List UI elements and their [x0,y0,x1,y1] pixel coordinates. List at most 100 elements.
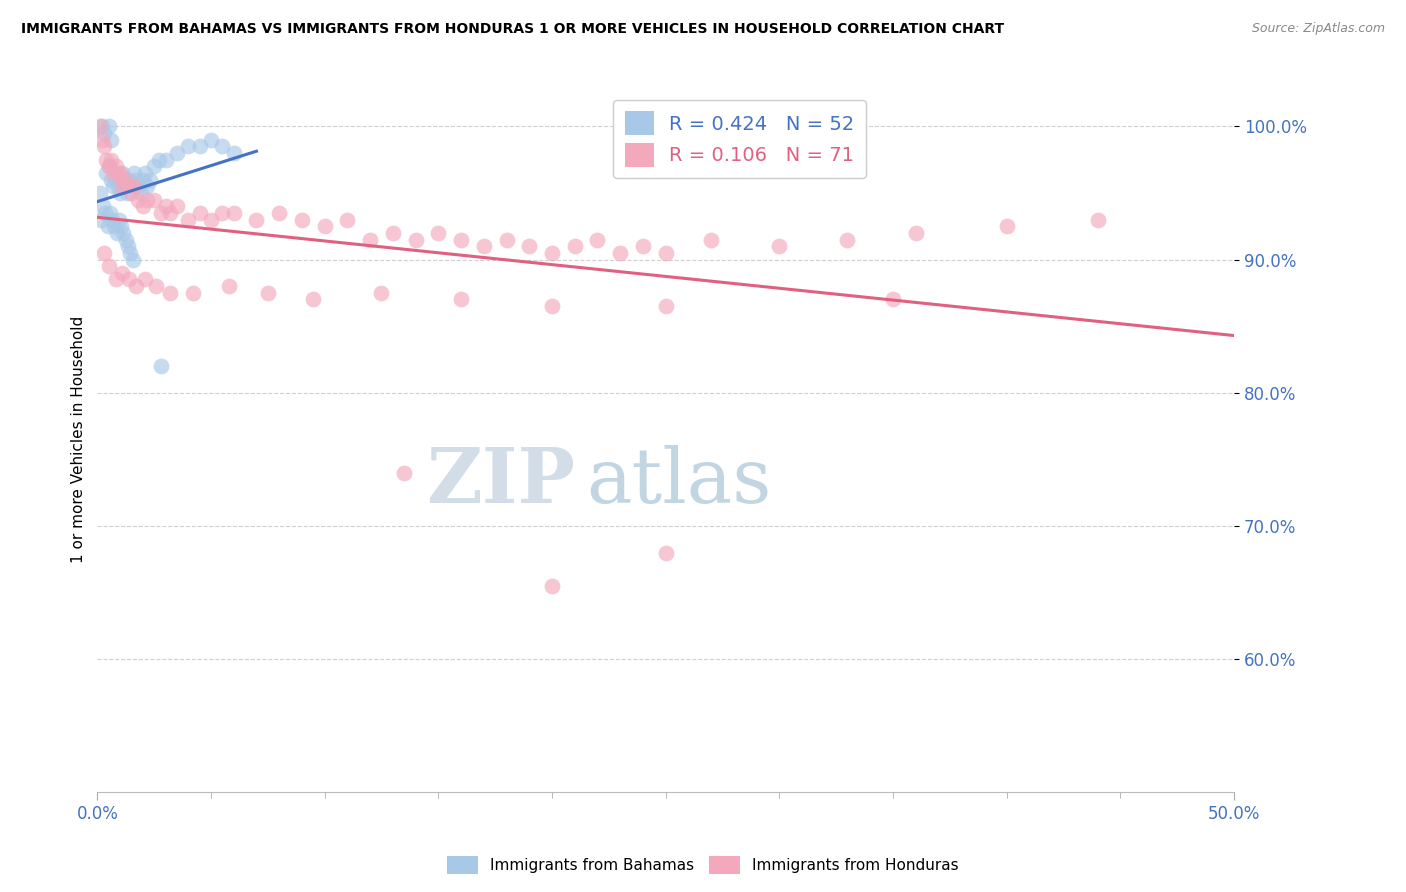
Point [90,212,112,227]
Point [450,233,472,247]
Point [291,212,314,227]
Point [882,293,904,307]
Point [120,186,142,200]
Point [314,219,336,234]
Point [200,212,222,227]
Point [97,159,120,173]
Point [104,272,127,286]
Point [132,172,155,186]
Point [121,252,143,267]
Point [118,179,141,194]
Point [495,233,517,247]
Point [256,285,278,300]
Point [188,139,211,153]
Point [150,359,173,373]
Point [541,299,564,313]
Point [370,285,392,300]
Point [96,153,118,167]
Point [700,233,723,247]
Point [98,206,121,220]
Legend: R = 0.424   N = 52, R = 0.106   N = 71: R = 0.424 N = 52, R = 0.106 N = 71 [613,100,866,178]
Point [181,285,204,300]
Point [159,285,181,300]
Point [108,166,131,180]
Point [111,266,134,280]
Point [127,193,149,207]
Point [97,259,120,273]
Point [122,166,145,180]
Point [107,166,129,180]
Point [1087,212,1109,227]
Point [110,219,132,234]
Point [768,239,790,253]
Point [143,159,166,173]
Point [166,199,188,213]
Point [108,172,131,186]
Point [541,245,564,260]
Point [101,212,124,227]
Point [120,245,142,260]
Point [564,239,586,253]
Point [114,179,136,194]
Point [90,120,112,134]
Point [114,172,136,186]
Point [359,233,381,247]
Point [115,186,138,200]
Point [125,279,148,293]
Point [427,226,450,240]
Point [103,166,125,180]
Point [120,179,142,194]
Point [122,179,145,194]
Point [97,120,120,134]
Point [134,166,156,180]
Point [111,179,134,194]
Point [609,245,631,260]
Point [104,172,127,186]
Point [904,226,927,240]
Point [631,239,654,253]
Point [114,233,136,247]
Point [654,545,676,559]
Point [117,239,139,253]
Text: ZIP: ZIP [426,445,575,518]
Point [302,293,325,307]
Text: Source: ZipAtlas.com: Source: ZipAtlas.com [1251,22,1385,36]
Point [111,179,134,194]
Text: IMMIGRANTS FROM BAHAMAS VS IMMIGRANTS FROM HONDURAS 1 OR MORE VEHICLES IN HOUSEH: IMMIGRANTS FROM BAHAMAS VS IMMIGRANTS FR… [21,22,1004,37]
Point [136,193,159,207]
Point [89,186,111,200]
Point [100,133,122,147]
Point [111,166,134,180]
Point [107,179,129,194]
Point [127,179,149,194]
Point [104,159,127,173]
Point [188,206,211,220]
Point [654,245,676,260]
Point [118,172,141,186]
Point [103,219,125,234]
Point [97,219,120,234]
Point [150,206,173,220]
Point [177,212,200,227]
Point [166,145,188,160]
Point [405,233,427,247]
Point [245,212,267,227]
Text: atlas: atlas [586,445,772,518]
Point [138,172,160,186]
Point [125,172,148,186]
Point [129,186,152,200]
Point [93,245,115,260]
Point [136,179,159,194]
Point [145,279,167,293]
Point [105,226,128,240]
Point [112,226,135,240]
Point [155,153,177,167]
Legend: Immigrants from Bahamas, Immigrants from Honduras: Immigrants from Bahamas, Immigrants from… [441,850,965,880]
Point [108,186,131,200]
Point [89,120,111,134]
Y-axis label: 1 or more Vehicles in Household: 1 or more Vehicles in Household [72,316,86,563]
Point [93,126,115,140]
Point [269,206,291,220]
Point [148,153,170,167]
Point [143,193,166,207]
